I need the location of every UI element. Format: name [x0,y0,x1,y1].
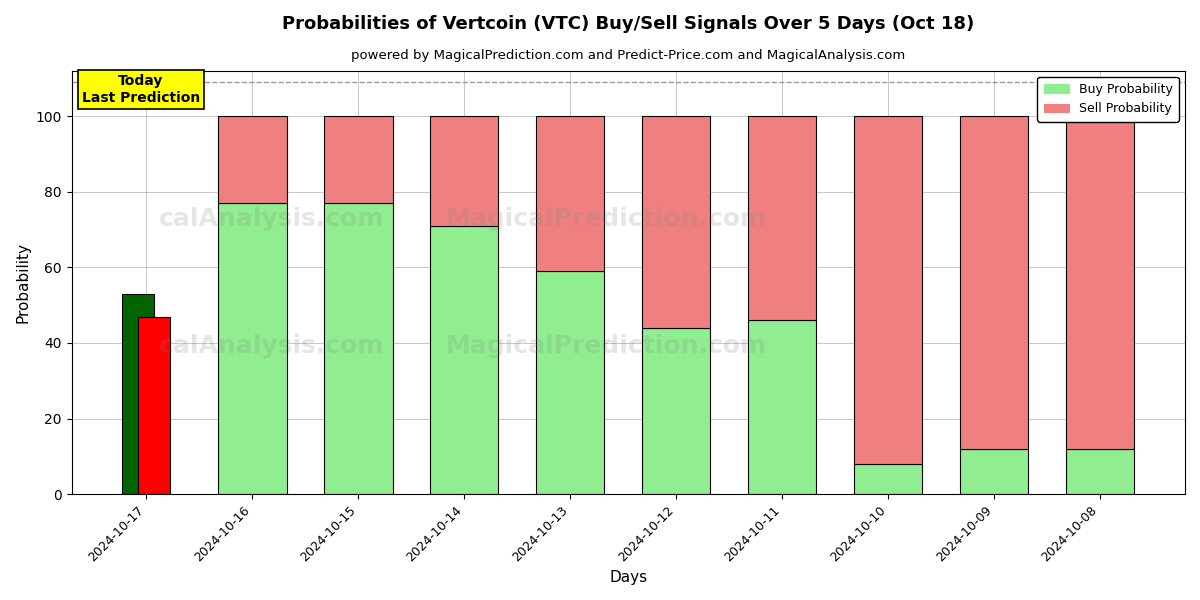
Legend: Buy Probability, Sell Probability: Buy Probability, Sell Probability [1037,77,1178,122]
Bar [535,271,605,494]
Text: MagicalPrediction.com: MagicalPrediction.com [445,207,767,231]
Text: Today
Last Prediction: Today Last Prediction [82,74,200,104]
Bar [642,116,710,328]
Text: calAnalysis.com: calAnalysis.com [160,207,385,231]
Title: Probabilities of Vertcoin (VTC) Buy/Sell Signals Over 5 Days (Oct 18): Probabilities of Vertcoin (VTC) Buy/Sell… [282,15,974,33]
Bar [748,320,816,494]
Text: MagicalPrediction.com: MagicalPrediction.com [445,334,767,358]
Text: calAnalysis.com: calAnalysis.com [160,334,385,358]
Bar [217,116,287,203]
Bar [960,116,1028,449]
Bar [324,203,392,494]
Bar [853,464,923,494]
Y-axis label: Probability: Probability [16,242,30,323]
Bar [642,328,710,494]
Bar [960,449,1028,494]
Bar [1066,116,1134,449]
Bar [138,317,170,494]
Bar [324,116,392,203]
Bar [430,226,498,494]
X-axis label: Days: Days [610,570,647,585]
Text: powered by MagicalPrediction.com and Predict-Price.com and MagicalAnalysis.com: powered by MagicalPrediction.com and Pre… [352,49,906,62]
Bar [1066,449,1134,494]
Bar [853,116,923,464]
Bar [122,294,154,494]
Bar [535,116,605,271]
Bar [217,203,287,494]
Bar [430,116,498,226]
Bar [748,116,816,320]
